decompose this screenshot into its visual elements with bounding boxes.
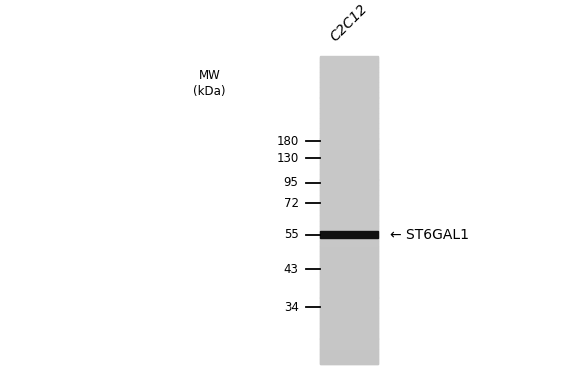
Bar <box>320 67 378 72</box>
Text: 55: 55 <box>284 228 299 241</box>
Bar <box>320 359 378 364</box>
Bar <box>320 190 378 195</box>
Bar <box>320 210 378 215</box>
Bar <box>320 169 378 175</box>
Text: 95: 95 <box>283 176 299 189</box>
Bar <box>320 241 378 246</box>
Text: 34: 34 <box>283 301 299 314</box>
Bar <box>320 282 378 287</box>
Bar <box>320 113 378 118</box>
Bar <box>320 338 378 344</box>
Bar <box>320 87 378 92</box>
Text: 130: 130 <box>276 152 299 165</box>
Bar <box>320 266 378 272</box>
Bar <box>320 226 378 231</box>
Bar <box>320 149 378 154</box>
Bar <box>320 333 378 339</box>
Bar <box>320 133 378 139</box>
Bar <box>320 72 378 77</box>
Bar <box>320 277 378 282</box>
Bar <box>320 144 378 149</box>
Bar <box>320 57 378 364</box>
Bar <box>320 236 378 241</box>
Bar <box>320 354 378 359</box>
Bar <box>320 180 378 185</box>
Bar <box>320 220 378 226</box>
Bar <box>320 302 378 308</box>
Bar <box>320 328 378 333</box>
Bar <box>320 184 378 190</box>
Bar <box>320 287 378 293</box>
Bar <box>320 92 378 98</box>
Bar <box>320 272 378 277</box>
Text: 180: 180 <box>276 135 299 148</box>
Text: C2C12: C2C12 <box>328 2 371 45</box>
Bar <box>320 77 378 82</box>
Bar <box>320 323 378 328</box>
Bar <box>320 159 378 164</box>
Bar <box>320 231 378 236</box>
Bar <box>320 174 378 180</box>
Bar <box>320 200 378 205</box>
Bar <box>320 256 378 262</box>
Text: 72: 72 <box>283 197 299 210</box>
Bar <box>320 118 378 123</box>
Bar <box>320 292 378 297</box>
Bar <box>320 205 378 210</box>
Bar <box>320 251 378 257</box>
Bar <box>320 262 378 267</box>
Bar <box>320 98 378 103</box>
Bar <box>320 313 378 318</box>
Bar <box>320 154 378 159</box>
Bar <box>320 297 378 303</box>
Bar <box>320 108 378 113</box>
Bar <box>320 318 378 323</box>
Bar <box>320 349 378 354</box>
Bar <box>320 344 378 349</box>
Bar <box>320 195 378 200</box>
Bar <box>320 128 378 133</box>
Bar <box>320 215 378 221</box>
Bar <box>320 246 378 251</box>
Bar <box>320 164 378 169</box>
Bar <box>320 56 378 62</box>
Text: 43: 43 <box>283 263 299 276</box>
Text: MW
(kDa): MW (kDa) <box>193 69 226 98</box>
Bar <box>320 62 378 67</box>
Bar <box>320 102 378 108</box>
Bar <box>320 138 378 144</box>
Bar <box>320 82 378 87</box>
Bar <box>320 231 378 238</box>
Text: ← ST6GAL1: ← ST6GAL1 <box>390 228 469 242</box>
Bar <box>320 123 378 128</box>
Bar <box>320 308 378 313</box>
